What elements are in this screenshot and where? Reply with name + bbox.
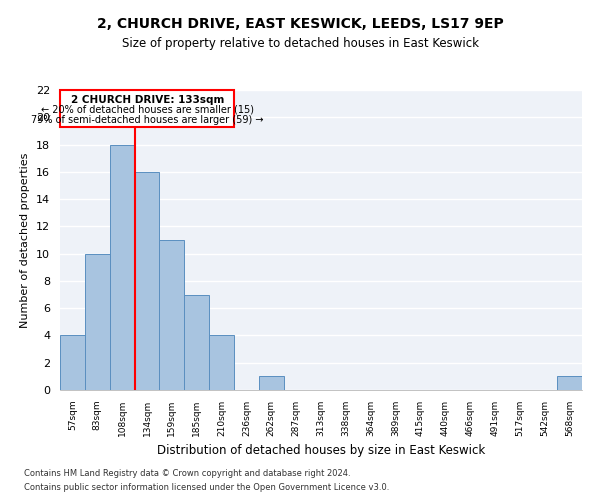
Text: 79% of semi-detached houses are larger (59) →: 79% of semi-detached houses are larger (… <box>31 114 263 124</box>
Bar <box>110 144 134 390</box>
Bar <box>85 254 110 390</box>
X-axis label: Distribution of detached houses by size in East Keswick: Distribution of detached houses by size … <box>157 444 485 458</box>
Text: Contains public sector information licensed under the Open Government Licence v3: Contains public sector information licen… <box>24 484 389 492</box>
Bar <box>160 240 184 390</box>
Bar <box>557 376 582 390</box>
Text: Size of property relative to detached houses in East Keswick: Size of property relative to detached ho… <box>121 38 479 51</box>
Bar <box>134 172 160 390</box>
Text: 2, CHURCH DRIVE, EAST KESWICK, LEEDS, LS17 9EP: 2, CHURCH DRIVE, EAST KESWICK, LEEDS, LS… <box>97 18 503 32</box>
Bar <box>259 376 284 390</box>
Bar <box>184 294 209 390</box>
Y-axis label: Number of detached properties: Number of detached properties <box>20 152 31 328</box>
Text: ← 20% of detached houses are smaller (15): ← 20% of detached houses are smaller (15… <box>41 105 254 115</box>
Text: Contains HM Land Registry data © Crown copyright and database right 2024.: Contains HM Land Registry data © Crown c… <box>24 468 350 477</box>
Bar <box>60 336 85 390</box>
Text: 2 CHURCH DRIVE: 133sqm: 2 CHURCH DRIVE: 133sqm <box>71 96 224 106</box>
Bar <box>209 336 234 390</box>
FancyBboxPatch shape <box>61 90 234 127</box>
